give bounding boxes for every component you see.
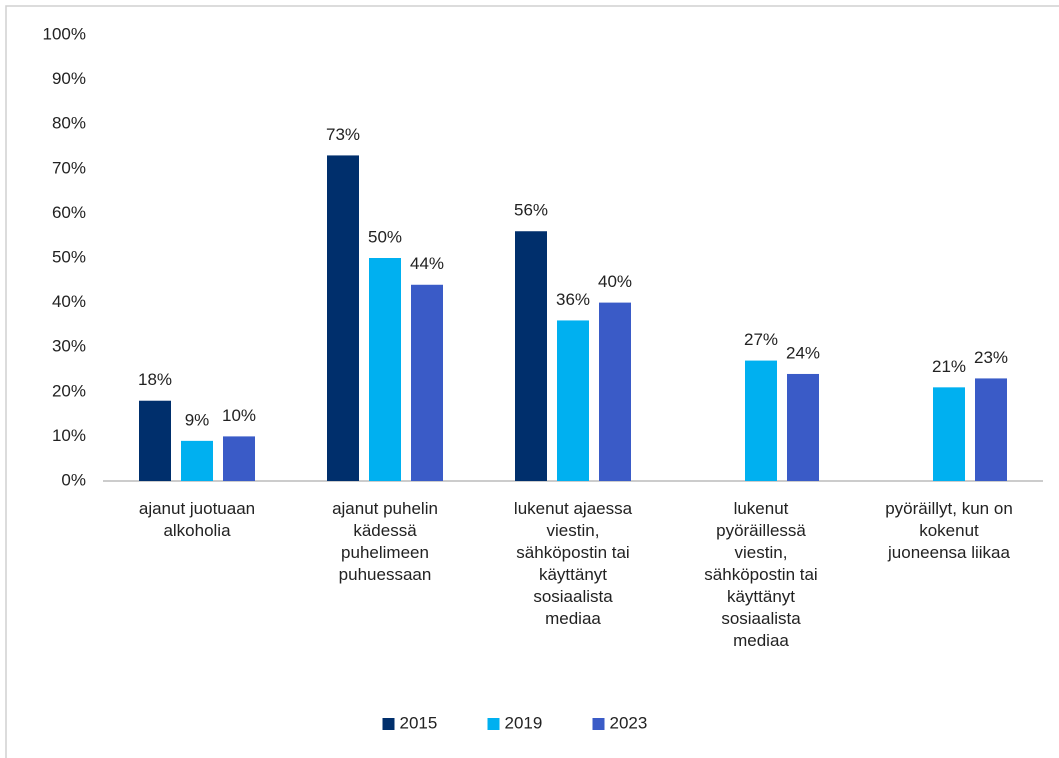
bar [599, 302, 631, 481]
y-tick-label: 20% [52, 381, 86, 400]
bar [369, 258, 401, 481]
bar [745, 360, 777, 481]
bar [975, 378, 1007, 481]
x-tick-label: lukenut ajaessa viestin, sähköpostin tai kä… [514, 499, 633, 628]
bar [515, 231, 547, 481]
y-tick-label: 0% [61, 470, 86, 489]
bar [411, 284, 443, 481]
legend-swatch [592, 718, 605, 730]
y-tick-label: 50% [52, 247, 86, 266]
value-label: 40% [598, 272, 632, 291]
x-tick-label: ajanut juotuaan alkoholia [139, 499, 255, 540]
value-label: 21% [932, 357, 966, 376]
value-label: 50% [368, 227, 402, 246]
value-label: 18% [138, 370, 172, 389]
x-tick-label: lukenut pyöräillessä viestin, sähköpostin t… [704, 499, 817, 650]
x-tick-label: ajanut puhelin kädessä puhelimeen puhuessaa… [332, 499, 438, 584]
y-tick-label: 100% [43, 24, 86, 43]
bar [557, 320, 589, 481]
value-label: 9% [185, 410, 210, 429]
bar [181, 440, 213, 481]
bar [139, 400, 171, 481]
value-label: 10% [222, 406, 256, 425]
chart-frame [5, 5, 1059, 758]
value-label: 44% [410, 254, 444, 273]
value-label: 56% [514, 201, 548, 220]
value-label: 27% [744, 330, 778, 349]
y-tick-label: 70% [52, 158, 86, 177]
value-label: 24% [786, 343, 820, 362]
x-tick-label: pyöräillyt, kun on kokenut juoneensa liika… [885, 499, 1013, 562]
y-tick-label: 10% [52, 426, 86, 445]
y-tick-label: 30% [52, 337, 86, 356]
value-label: 73% [326, 125, 360, 144]
y-tick-label: 80% [52, 114, 86, 133]
legend-label: 2023 [610, 713, 648, 732]
value-label: 36% [556, 290, 590, 309]
y-tick-label: 60% [52, 203, 86, 222]
bar [787, 373, 819, 481]
legend-label: 2015 [400, 713, 438, 732]
bar [327, 155, 359, 482]
y-tick-label: 90% [52, 69, 86, 88]
legend-label: 2019 [505, 713, 543, 732]
y-tick-label: 40% [52, 292, 86, 311]
bar [933, 387, 965, 481]
bar [223, 436, 255, 481]
legend-swatch [382, 718, 395, 730]
value-label: 23% [974, 348, 1008, 367]
legend-swatch [487, 718, 500, 730]
